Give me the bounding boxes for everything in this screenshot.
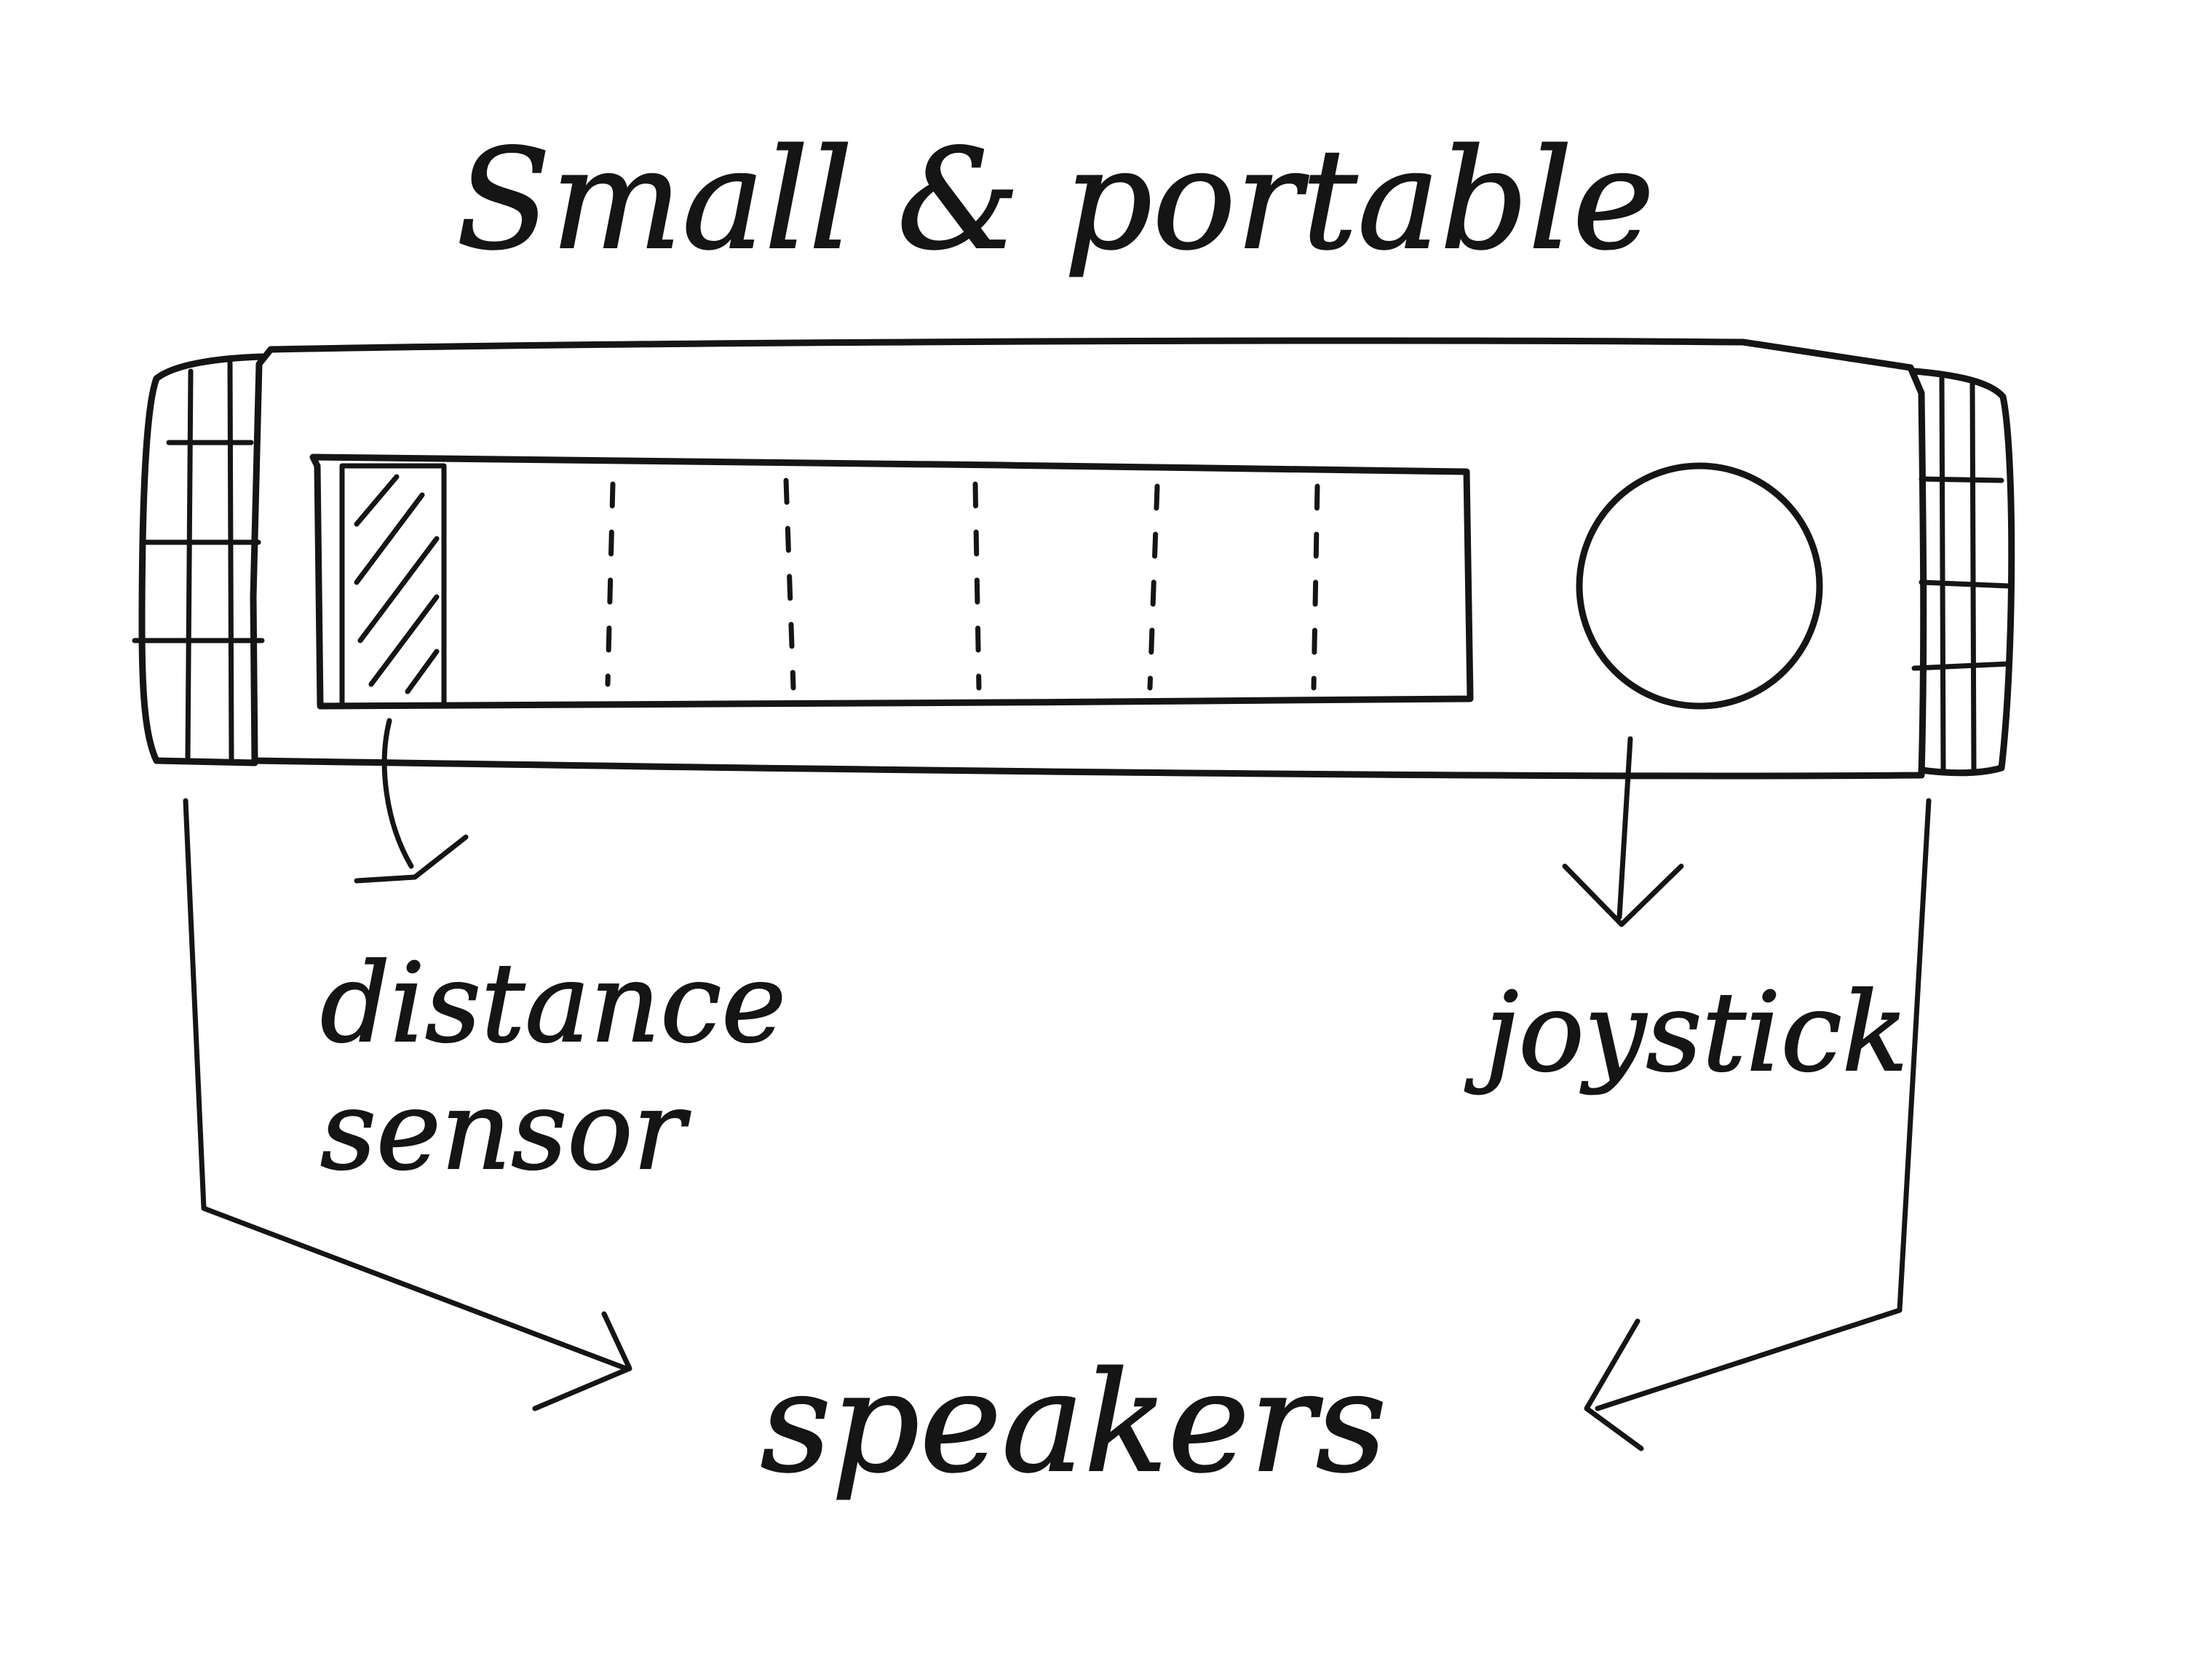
right-speaker — [1911, 368, 2015, 777]
joystick-knob — [1576, 462, 1823, 710]
left-speaker-arrow — [183, 798, 632, 1411]
distance-sensor-label: distance sensor — [320, 940, 821, 1194]
title-label: Small & portable — [456, 119, 1654, 280]
display-panel — [309, 453, 1474, 710]
joystick-arrow — [1562, 736, 1684, 927]
device-body — [250, 337, 1927, 780]
left-speaker — [132, 353, 266, 766]
distance-sensor-arrow — [354, 718, 469, 884]
sensor-hatching — [354, 474, 440, 694]
speakers-label: speakers — [761, 1342, 1387, 1503]
joystick-label: joystick — [1464, 970, 1908, 1096]
right-speaker-arrow — [1584, 798, 1932, 1451]
distance-sensor-window — [339, 463, 447, 709]
